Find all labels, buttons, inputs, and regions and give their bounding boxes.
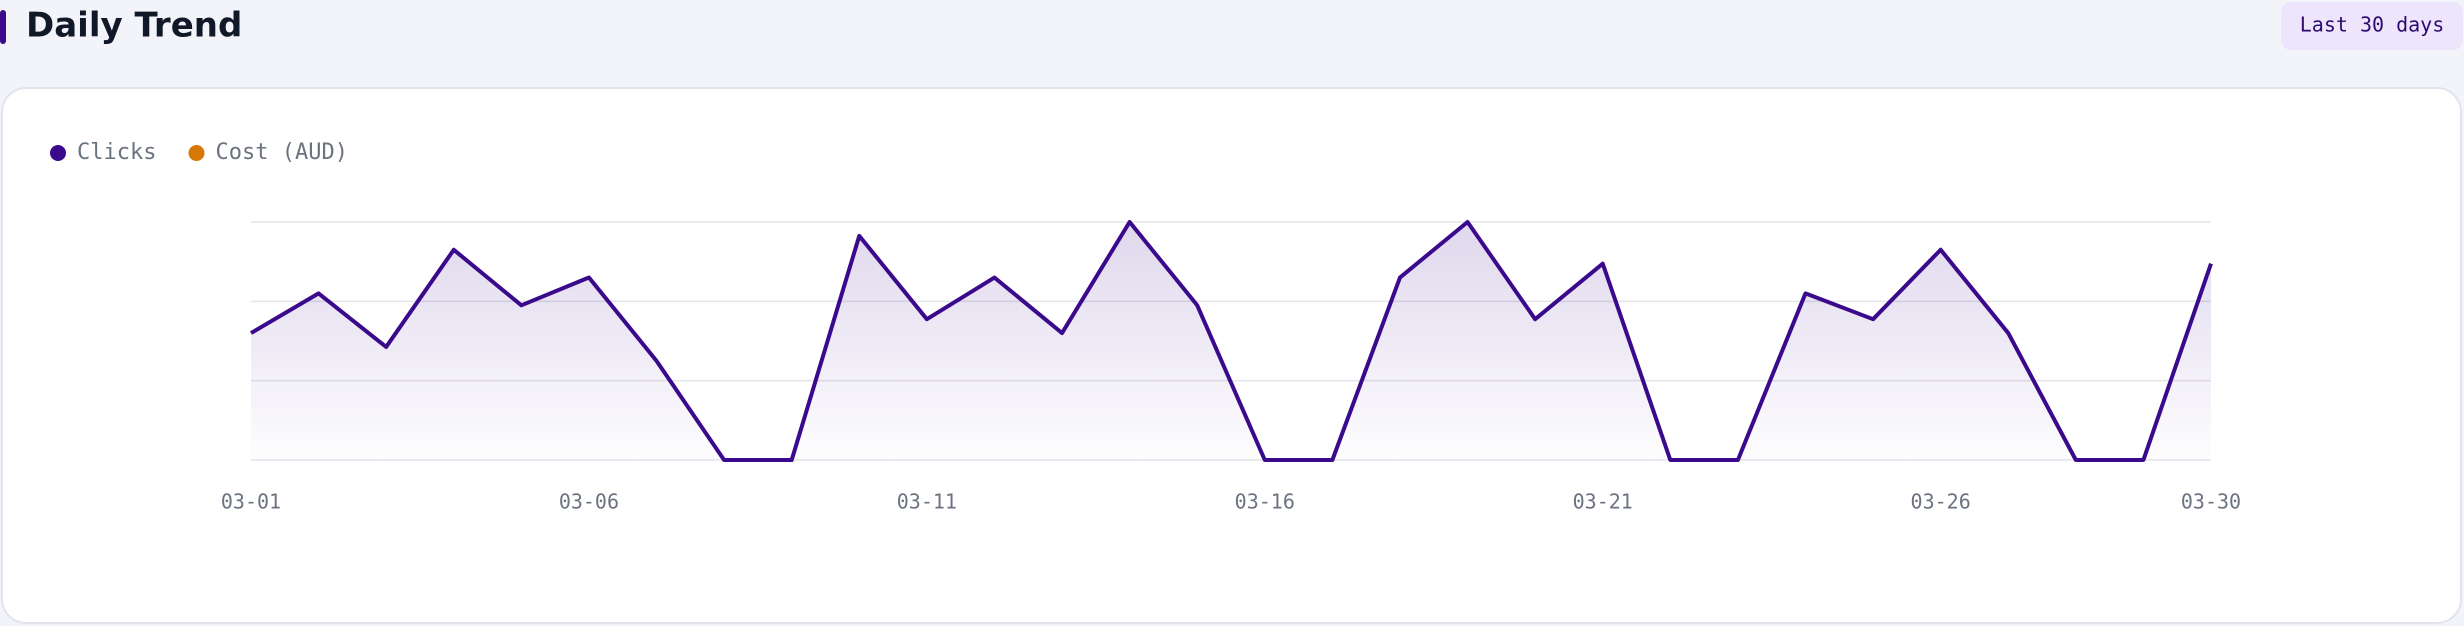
x-tick-label: 03-11 [897,490,957,514]
section-title: Daily Trend [26,6,242,46]
x-tick-label: 03-30 [2181,490,2241,514]
line [249,220,2213,462]
title-accent [0,10,6,44]
legend-label: Cost (AUD) [215,140,347,165]
x-tick-label: 03-26 [1911,490,1971,514]
range-button-bg[interactable] [2281,2,2463,50]
legend-label: Clicks [77,140,156,165]
x-tick-label: 03-01 [221,490,281,514]
legend-swatch [188,145,205,161]
plot: 03-01 03-06 03-11 03-16 03-21 03-26 03-30 Click… [50,140,2241,514]
range-button-label[interactable]: Last 30 days [2300,13,2445,37]
range-button[interactable]: Last 30 days [2281,2,2463,50]
area [251,222,2211,460]
x-tick-label: 03-16 [1235,490,1295,514]
legend-swatch [50,145,66,161]
x-tick-label: 03-21 [1573,490,1633,514]
x-tick-label: 03-06 [559,490,619,514]
